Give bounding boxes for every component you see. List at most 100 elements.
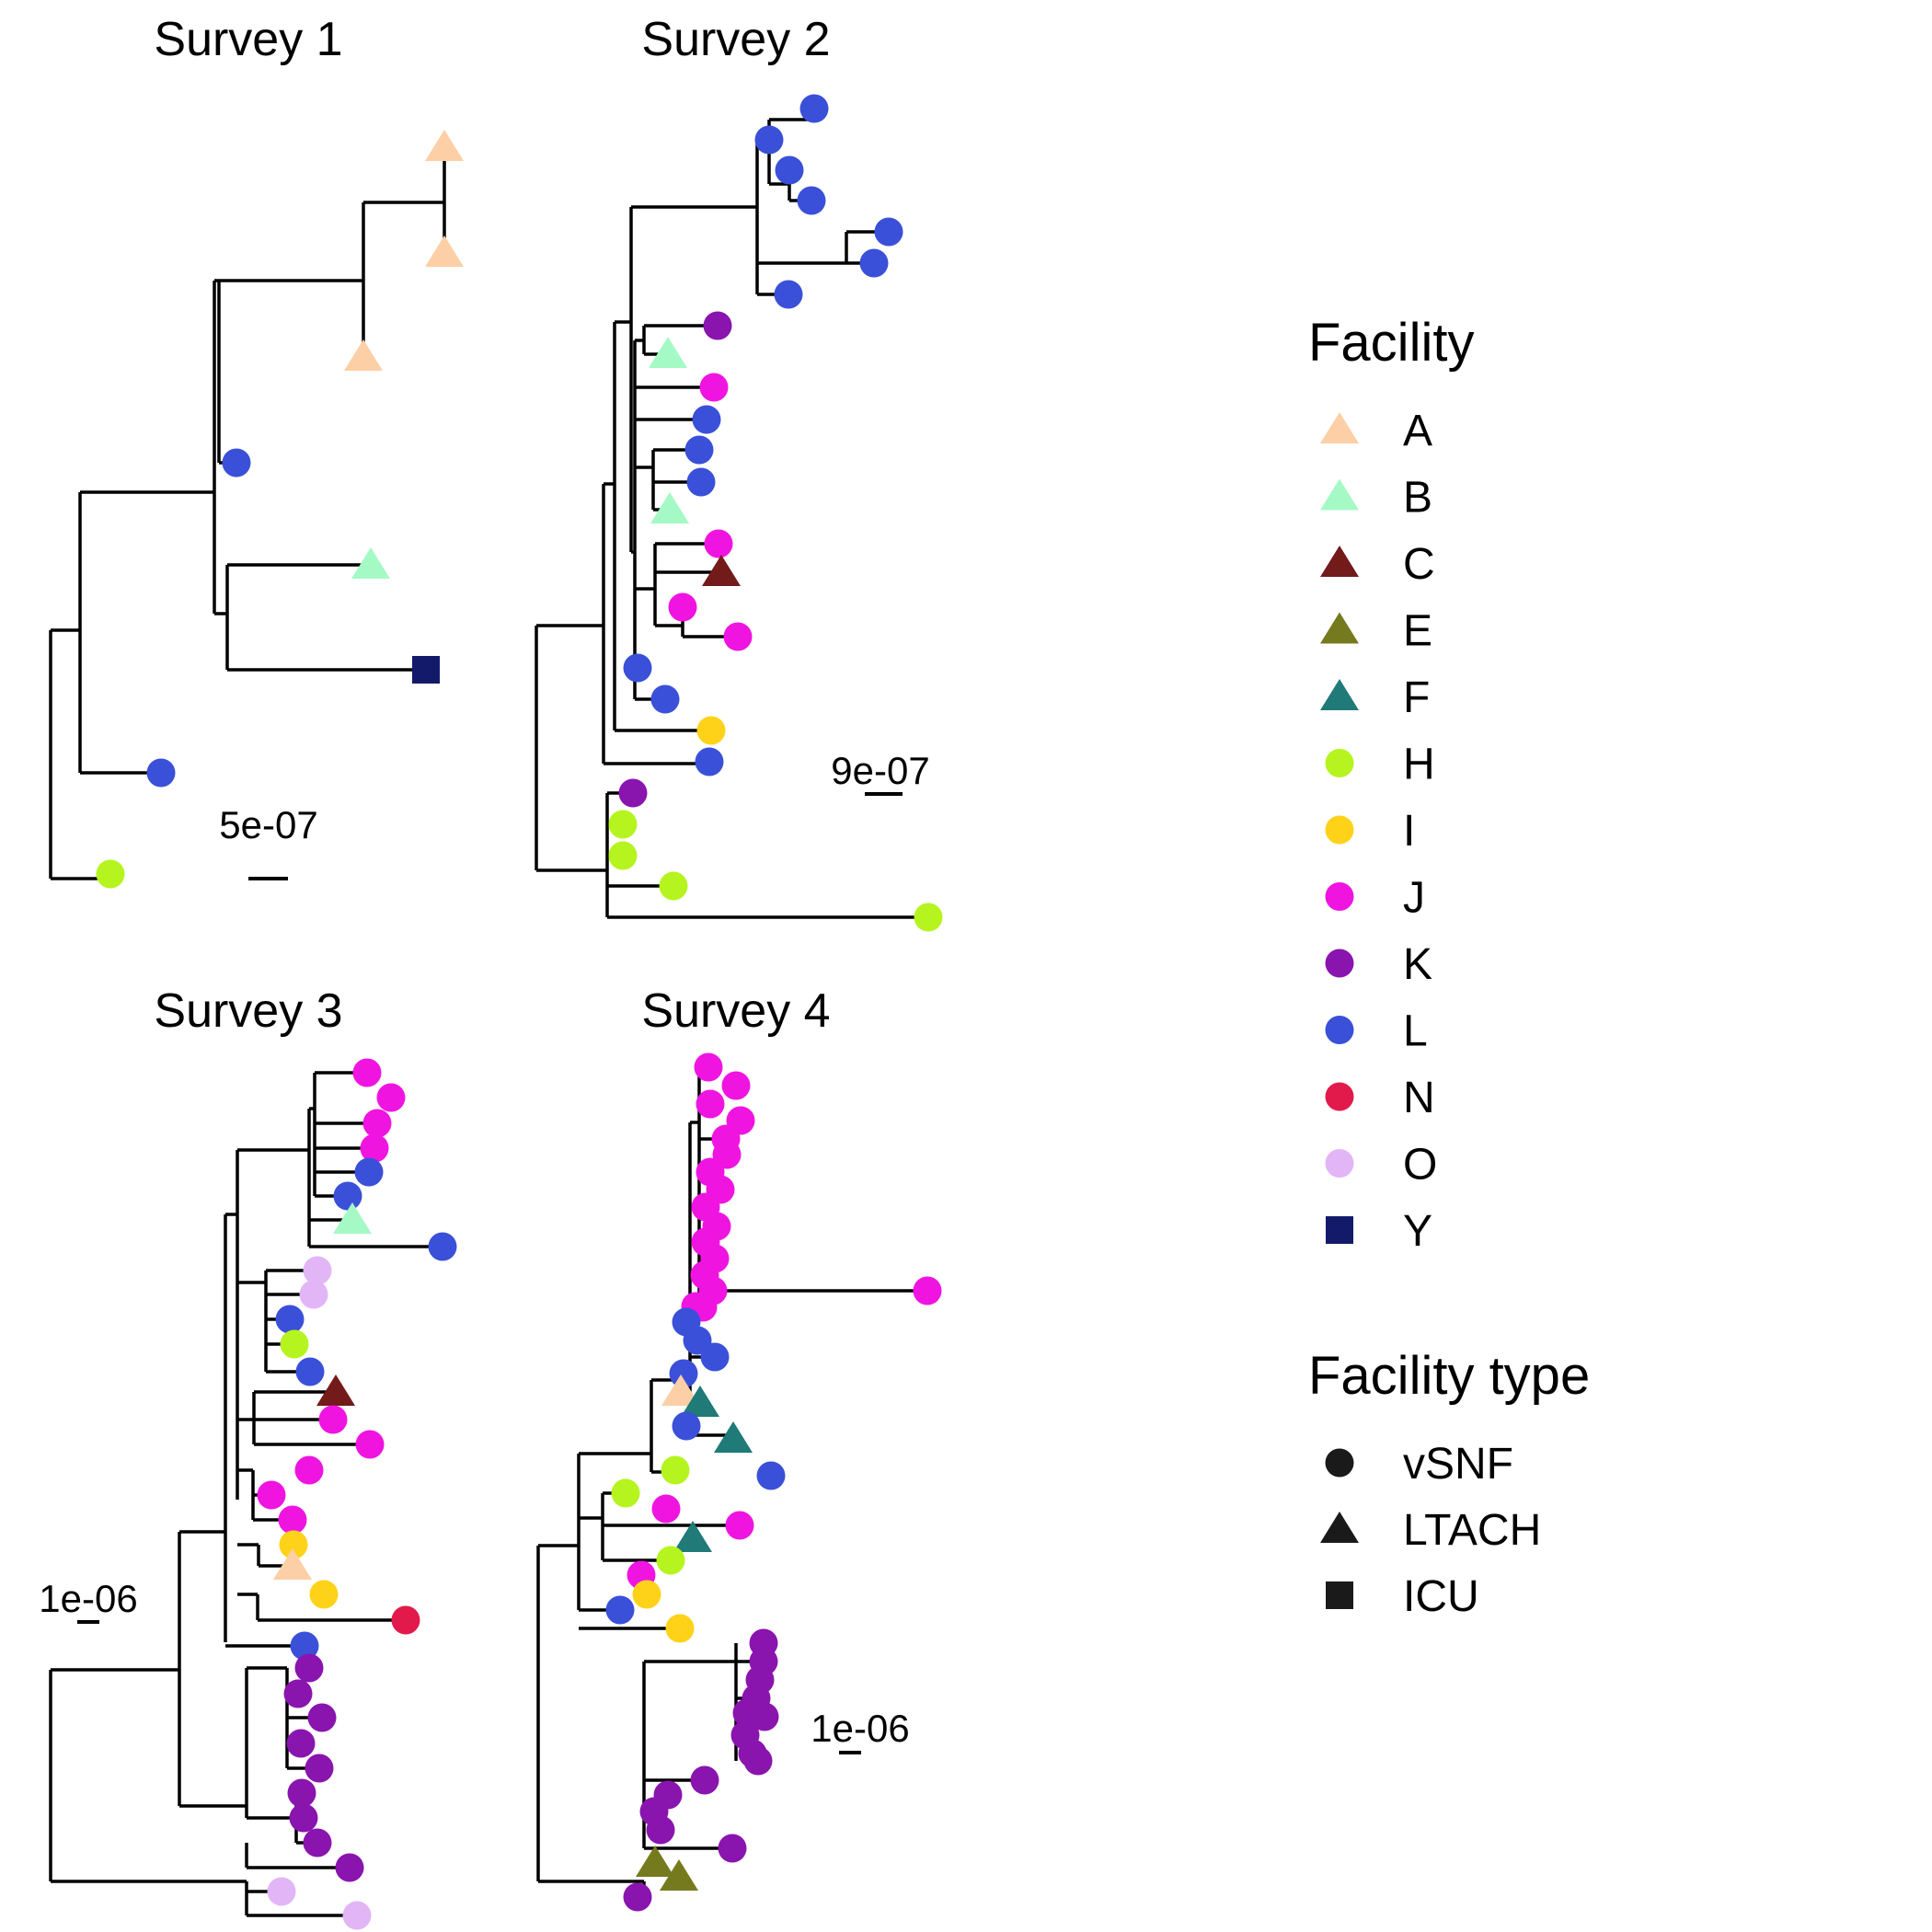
legend-item-K: K (1325, 940, 1432, 989)
survey3-tip-L-circle (290, 1631, 319, 1661)
survey4-tip-K-circle (718, 1834, 747, 1863)
survey1-scale-label: 5e-07 (219, 803, 317, 846)
survey2-scale-label: 9e-07 (831, 749, 929, 792)
survey1-tips (96, 130, 464, 889)
legend-label-I: I (1403, 807, 1415, 856)
survey4-tip-K-circle (646, 1815, 675, 1845)
survey2-tip-H-circle (659, 871, 688, 901)
survey1-tip-L-circle (222, 448, 251, 477)
survey1-panel: Survey 1 5e-07 (49, 13, 464, 889)
survey4-panel: Survey 4 1e-06 (536, 984, 942, 1912)
survey3-branches (49, 1071, 443, 1917)
survey2-tips (608, 94, 943, 932)
survey2-tip-L-circle (695, 747, 724, 776)
legend-label-E: E (1403, 607, 1432, 656)
survey3-tip-N-circle (391, 1605, 420, 1635)
survey3-tree-edges (49, 1071, 443, 1917)
survey1-tip-H-circle (96, 859, 125, 889)
survey4-tip-J-circle (721, 1071, 751, 1100)
survey1-tip-A-triangle (425, 236, 464, 267)
legend-item-L: L (1325, 1007, 1428, 1056)
survey3-tip-L-circle (428, 1232, 457, 1261)
survey1-tip-A-triangle (344, 339, 383, 371)
survey3-tip-O-circle (299, 1280, 328, 1309)
survey2-tip-L-circle (684, 435, 714, 465)
survey1-tip-B-triangle (351, 547, 390, 579)
legend-item-O: O (1325, 1141, 1437, 1190)
survey2-tip-C-triangle (702, 555, 741, 586)
survey4-tip-I-circle (665, 1614, 695, 1643)
survey2-tip-L-circle (623, 653, 652, 683)
legend-marker-N (1325, 1082, 1354, 1111)
survey3-tip-J-circle (362, 1109, 392, 1138)
survey3-tip-K-circle (289, 1803, 318, 1833)
legend-marker-F (1320, 679, 1359, 710)
survey3-tip-K-circle (287, 1778, 316, 1808)
survey2-tip-L-circle (797, 186, 826, 215)
legend-label-C: C (1403, 540, 1435, 589)
survey3-tip-B-triangle (333, 1202, 372, 1234)
survey2-branches (535, 118, 928, 919)
survey3-tip-I-circle (309, 1580, 339, 1609)
legend-label-Y: Y (1403, 1207, 1432, 1256)
survey4-tip-A-triangle (661, 1374, 700, 1406)
survey1-tip-A-triangle (425, 130, 464, 161)
legend-item-I: I (1325, 807, 1415, 856)
survey2-tip-L-circle (686, 467, 716, 497)
legend-type-ICU: ICU (1326, 1572, 1479, 1621)
survey4-tip-K-circle (623, 1882, 652, 1912)
legend-marker-I (1325, 815, 1354, 845)
survey2-tip-L-circle (775, 155, 804, 185)
survey4-tip-J-circle (725, 1511, 754, 1540)
survey4-tip-H-circle (656, 1546, 685, 1575)
legend-type-LTACH: LTACH (1320, 1506, 1541, 1555)
legend-type-title: Facility type (1308, 1346, 1590, 1406)
survey3-tip-H-circle (280, 1329, 309, 1359)
survey4-tip-J-circle (913, 1276, 942, 1305)
survey4-tip-F-triangle (681, 1386, 719, 1417)
survey3-tip-C-triangle (316, 1374, 355, 1406)
legend-item-J: J (1325, 874, 1425, 923)
legend-label-J: J (1403, 874, 1425, 923)
survey4-tip-F-triangle (673, 1521, 712, 1552)
legend-label-A: A (1403, 407, 1432, 455)
survey3-tip-O-circle (303, 1256, 332, 1285)
survey2-title: Survey 2 (641, 13, 830, 66)
legend-marker-J (1325, 882, 1354, 911)
legend-type-label-vSNF: vSNF (1403, 1440, 1513, 1489)
legend-label-N: N (1403, 1074, 1435, 1122)
survey3-tip-K-circle (283, 1679, 313, 1708)
legend-label-O: O (1403, 1141, 1437, 1190)
survey2-tip-L-circle (859, 248, 889, 278)
survey4-tip-H-circle (661, 1455, 690, 1485)
survey2-tip-H-circle (608, 810, 638, 839)
survey2-tip-L-circle (650, 684, 680, 714)
survey2-tip-J-circle (668, 592, 697, 622)
survey4-tips (605, 1052, 942, 1912)
survey4-tip-L-circle (756, 1461, 786, 1490)
legend-label-K: K (1403, 940, 1432, 989)
legend-item-E: E (1320, 607, 1432, 656)
survey2-tip-L-circle (754, 125, 784, 155)
legend-marker-L (1325, 1016, 1354, 1044)
legend-item-A: A (1320, 407, 1432, 455)
survey2-tip-H-circle (608, 841, 638, 870)
survey2-tip-B-triangle (649, 337, 687, 368)
legend-type-marker-ICU (1326, 1581, 1353, 1609)
survey2-tip-J-circle (699, 373, 729, 402)
legend-marker-C (1320, 546, 1359, 577)
survey1-tip-Y-square (412, 656, 440, 684)
survey2-tip-K-circle (618, 778, 648, 808)
survey3-tip-K-circle (303, 1828, 332, 1857)
legend-marker-B (1320, 478, 1359, 511)
survey1-tip-L-circle (146, 758, 176, 788)
legend-item-C: C (1320, 540, 1435, 589)
legend-item-B: B (1320, 474, 1432, 523)
survey2-tip-K-circle (703, 311, 732, 340)
legend-facility-title: Facility (1308, 313, 1474, 373)
survey3-scale-label: 1e-06 (39, 1577, 137, 1620)
legend-item-H: H (1325, 741, 1435, 789)
legend-marker-A (1320, 412, 1359, 443)
survey4-tip-L-circle (605, 1595, 635, 1625)
